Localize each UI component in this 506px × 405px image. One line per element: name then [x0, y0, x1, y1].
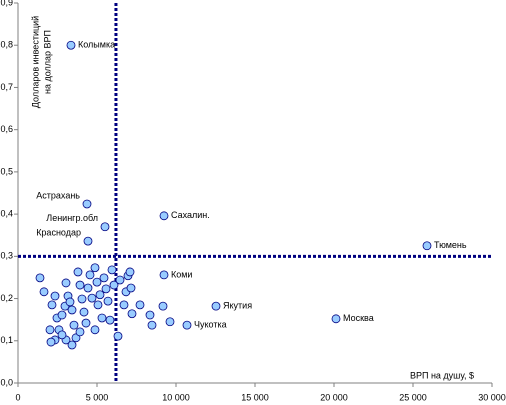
x-tick-label: 25 000 — [399, 392, 427, 402]
point — [67, 340, 77, 350]
point — [46, 337, 56, 347]
point — [127, 309, 137, 319]
point — [103, 296, 113, 306]
point — [422, 241, 432, 251]
point — [95, 290, 105, 300]
y-tick-label: 0,5 — [0, 166, 13, 176]
y-axis-label: Долларов инвестиций — [30, 16, 40, 108]
point — [67, 305, 77, 315]
point — [73, 267, 83, 277]
point — [135, 300, 145, 310]
point — [97, 313, 107, 323]
point-label: Тюмень — [434, 240, 467, 250]
point — [182, 320, 192, 330]
point — [331, 314, 341, 324]
point — [50, 291, 60, 301]
point — [92, 277, 102, 287]
point — [82, 199, 92, 209]
point-label: Коми — [171, 269, 192, 279]
point — [39, 287, 49, 297]
point-label: Чукотка — [194, 320, 227, 330]
point — [100, 222, 110, 232]
point — [61, 278, 71, 288]
x-tick-label: 0 — [15, 392, 20, 402]
point — [45, 325, 55, 335]
point — [99, 273, 109, 283]
y-tick-label: 0,9 — [0, 0, 13, 7]
point-label: Краснодар — [36, 228, 81, 238]
point — [115, 275, 125, 285]
y-tick-label: 0,7 — [0, 82, 13, 92]
point — [125, 267, 135, 277]
point — [119, 300, 129, 310]
point — [81, 318, 91, 328]
point — [165, 317, 175, 327]
point — [105, 315, 115, 325]
y-tick-label: 0,6 — [0, 124, 13, 134]
point-label: Астрахань — [36, 190, 80, 200]
y-tick-label: 0,4 — [0, 208, 13, 218]
point-label: Ленингр.обл — [46, 213, 98, 223]
y-tick-label: 0,2 — [0, 293, 13, 303]
point — [65, 297, 75, 307]
y-tick-label: 0,8 — [0, 40, 13, 50]
point — [77, 294, 87, 304]
point — [75, 327, 85, 337]
point — [158, 301, 168, 311]
point — [159, 270, 169, 280]
x-tick-label: 10 000 — [162, 392, 190, 402]
point — [35, 273, 45, 283]
point — [145, 310, 155, 320]
point — [107, 265, 117, 275]
y-tick-label: 0,0 — [0, 377, 13, 387]
y-tick-label: 0,3 — [0, 251, 13, 261]
y-axis-label: на доллар ВРП — [42, 30, 52, 94]
point — [87, 293, 97, 303]
point — [83, 283, 93, 293]
point-label: Москва — [343, 313, 374, 323]
point — [90, 263, 100, 273]
point — [79, 307, 89, 317]
point-label: Якутия — [223, 301, 252, 311]
point — [90, 325, 100, 335]
point — [69, 320, 79, 330]
point — [211, 301, 221, 311]
point — [57, 330, 67, 340]
point — [75, 280, 85, 290]
point — [66, 40, 76, 50]
point — [47, 300, 57, 310]
x-axis-label: ВРП на душу, $ — [410, 370, 474, 380]
y-tick-label: 0,1 — [0, 335, 13, 345]
point — [159, 211, 169, 221]
point — [83, 236, 93, 246]
point — [93, 300, 103, 310]
point — [101, 284, 111, 294]
point — [147, 320, 157, 330]
x-tick-label: 30 000 — [478, 392, 506, 402]
x-tick-label: 20 000 — [320, 392, 348, 402]
point — [57, 310, 67, 320]
point — [85, 270, 95, 280]
x-tick-label: 15 000 — [241, 392, 269, 402]
point — [113, 331, 123, 341]
point-label: Сахалин. — [171, 210, 210, 220]
x-tick-label: 5 000 — [86, 392, 109, 402]
point-label: Колымка — [78, 40, 115, 50]
point — [109, 280, 119, 290]
point — [126, 283, 136, 293]
